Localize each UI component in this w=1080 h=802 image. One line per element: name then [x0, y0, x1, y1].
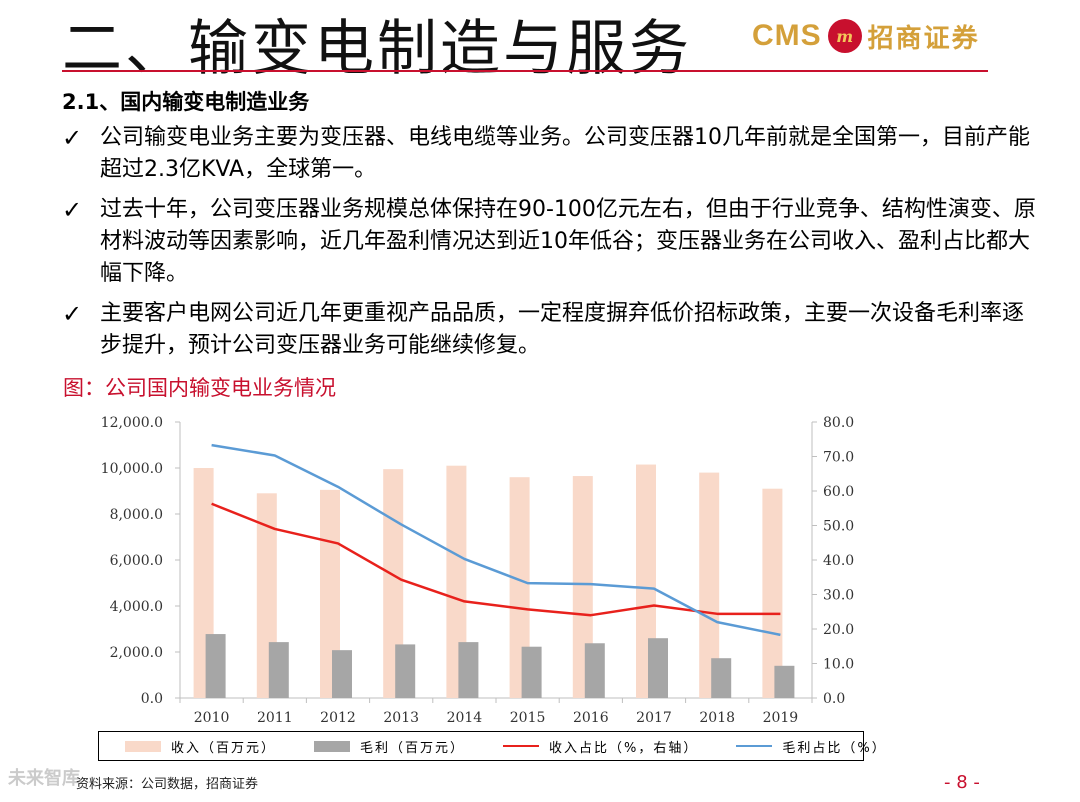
check-icon: ✓ — [62, 196, 83, 224]
check-icon: ✓ — [62, 300, 83, 328]
x-tick-label: 2016 — [573, 710, 609, 726]
logo-company-name: 招商证券 — [867, 23, 980, 54]
x-tick-label: 2013 — [383, 710, 419, 726]
source-note: 资料来源：公司数据，招商证券 — [76, 777, 259, 792]
x-tick-label: 2017 — [636, 710, 672, 726]
legend-item-profit-share: 毛利占比（%） — [736, 737, 886, 756]
y-right-tick-label: 10.0 — [823, 657, 854, 673]
bar-gross-profit — [268, 642, 289, 698]
y-right-tick-label: 0.0 — [823, 691, 845, 707]
legend-label-revenue: 收入（百万元） — [171, 740, 277, 756]
legend-swatch-revenue — [125, 740, 161, 752]
bar-revenue — [383, 469, 404, 698]
logo-cms-text: CMS — [752, 19, 822, 52]
line-revenue-share — [211, 502, 781, 617]
watermark: 未来智库 — [8, 768, 80, 789]
y-left-tick-label: 10,000.0 — [101, 461, 163, 477]
bar-revenue — [509, 477, 530, 698]
bullet-item: ✓ 主要客户电网公司近几年更重视产品品质，一定程度摒弃低价招标政策，主要一次设备… — [62, 298, 1037, 362]
bar-revenue — [762, 488, 783, 698]
bullet-text: 主要客户电网公司近几年更重视产品品质，一定程度摒弃低价招标政策，主要一次设备毛利… — [100, 301, 1025, 358]
legend-label-revenue-share: 收入占比（%，右轴） — [549, 740, 699, 756]
bar-gross-profit — [458, 642, 479, 698]
bar-revenue — [572, 476, 593, 698]
x-tick-label: 2014 — [447, 710, 483, 726]
y-left-tick-label: 12,000.0 — [101, 415, 163, 431]
bar-gross-profit — [332, 650, 352, 698]
section-heading: 2.1、国内输变电制造业务 — [62, 90, 310, 114]
y-right-tick-label: 20.0 — [823, 622, 854, 638]
y-right-tick-label: 60.0 — [823, 484, 854, 500]
bar-gross-profit — [648, 638, 668, 698]
legend-item-gross-profit: 毛利（百万元） — [314, 737, 465, 756]
y-left-tick-label: 4,000.0 — [110, 599, 163, 615]
x-tick-label: 2019 — [763, 710, 799, 726]
bar-gross-profit — [521, 646, 542, 698]
bullet-text: 公司输变电业务主要为变压器、电线电缆等业务。公司变压器10几年前就是全国第一，目… — [100, 125, 1030, 182]
legend-label-profit-share: 毛利占比（%） — [782, 740, 887, 756]
bar-revenue — [699, 472, 720, 698]
x-tick-label: 2018 — [699, 710, 735, 726]
chart-legend: 收入（百万元） 毛利（百万元） 收入占比（%，右轴） 毛利占比（%） — [98, 731, 885, 761]
bar-gross-profit — [774, 665, 795, 698]
bullet-item: ✓ 过去十年，公司变压器业务规模总体保持在90-100亿元左右，但由于行业竞争、… — [62, 194, 1037, 290]
legend-swatch-gross-profit — [314, 740, 351, 752]
y-right-tick-label: 40.0 — [823, 553, 854, 569]
legend-item-revenue: 收入（百万元） — [125, 737, 276, 756]
bullet-item: ✓ 公司输变电业务主要为变压器、电线电缆等业务。公司变压器10几年前就是全国第一… — [62, 122, 1037, 186]
y-left-tick-label: 8,000.0 — [110, 507, 163, 523]
check-icon: ✓ — [62, 124, 83, 152]
x-tick-label: 2012 — [320, 710, 356, 726]
page-number: - 8 - — [944, 772, 980, 793]
y-left-tick-label: 0.0 — [141, 691, 163, 707]
legend-swatch-profit-share — [736, 745, 773, 747]
bar-gross-profit — [395, 644, 416, 698]
cms-logo: CMS m 招商证券 — [752, 14, 980, 58]
bullet-text: 过去十年，公司变压器业务规模总体保持在90-100亿元左右，但由于行业竞争、结构… — [100, 197, 1036, 286]
line-profit-share — [211, 443, 781, 637]
y-left-tick-label: 6,000.0 — [110, 553, 163, 569]
x-tick-label: 2011 — [257, 710, 293, 726]
x-tick-label: 2010 — [194, 710, 230, 726]
figure-caption: 图：公司国内输变电业务情况 — [63, 376, 336, 400]
slide-title: 二、输变电制造与服务 — [62, 14, 692, 84]
y-right-tick-label: 80.0 — [823, 415, 854, 431]
bar-gross-profit — [711, 658, 732, 698]
y-right-tick-label: 50.0 — [823, 519, 854, 535]
x-tick-label: 2015 — [510, 710, 546, 726]
legend-swatch-revenue-share — [503, 745, 540, 747]
bar-gross-profit — [205, 634, 226, 698]
bar-revenue — [446, 465, 467, 698]
legend-item-revenue-share: 收入占比（%，右轴） — [503, 737, 698, 756]
bar-gross-profit — [584, 643, 605, 698]
y-right-tick-label: 30.0 — [823, 588, 854, 604]
bullet-list: ✓ 公司输变电业务主要为变压器、电线电缆等业务。公司变压器10几年前就是全国第一… — [62, 122, 1037, 370]
logo-badge-icon: m — [827, 19, 862, 53]
y-right-tick-label: 70.0 — [823, 450, 854, 466]
y-left-tick-label: 2,000.0 — [110, 645, 163, 661]
title-divider — [62, 70, 988, 72]
legend-label-gross-profit: 毛利（百万元） — [360, 740, 466, 756]
